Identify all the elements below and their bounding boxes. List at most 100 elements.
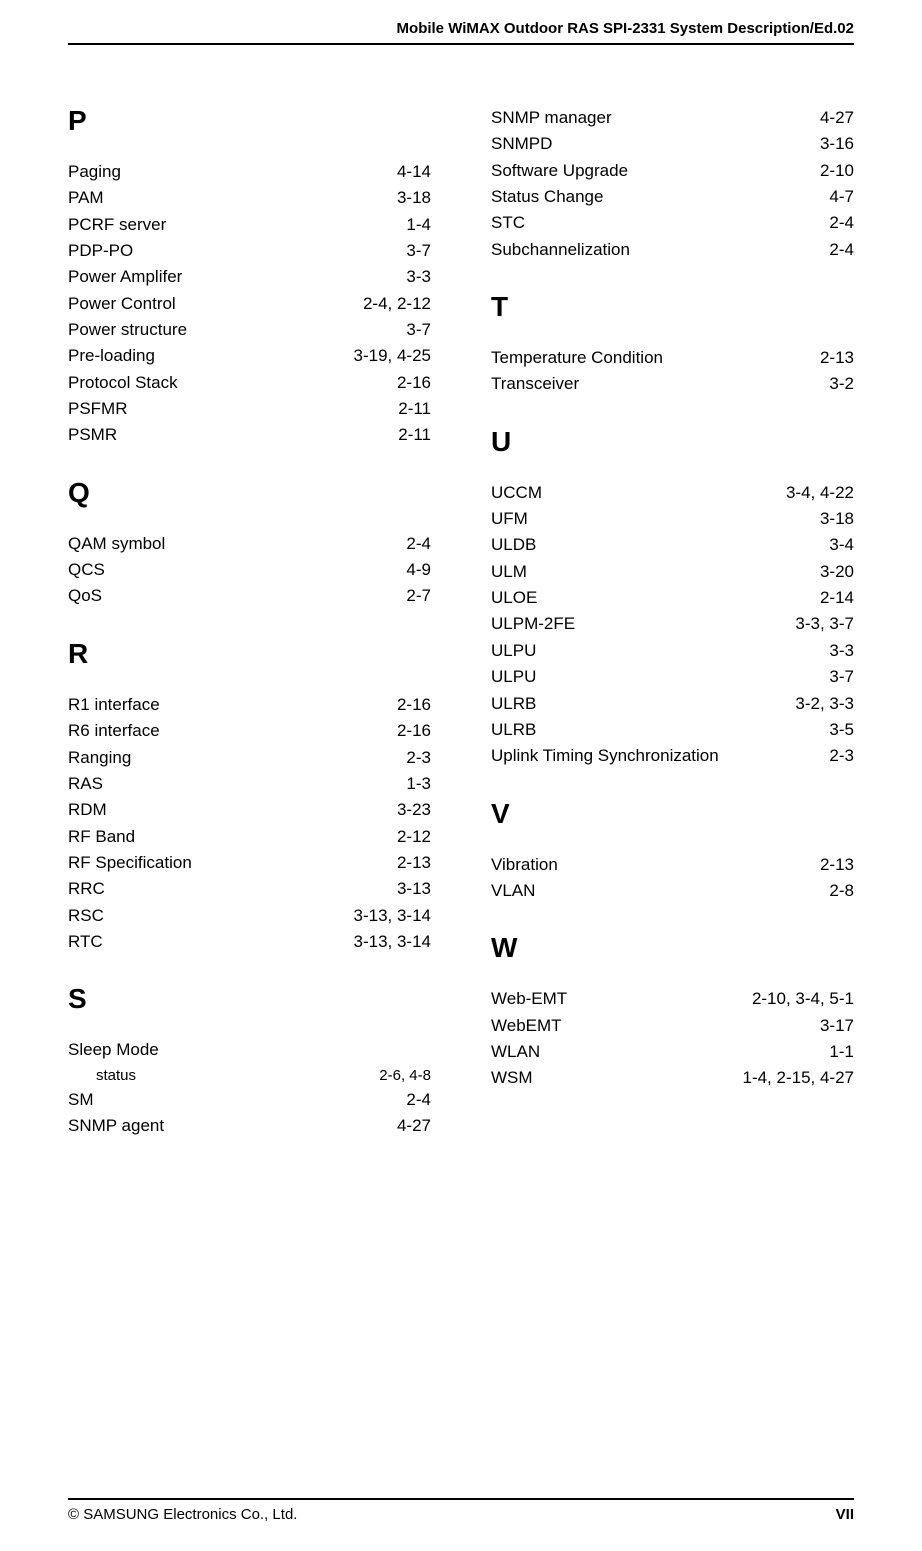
left-column: PPaging4-14PAM3-18PCRF server1-4PDP-PO3-… [68,105,431,1140]
index-page-ref: 3-20 [818,559,854,585]
index-term: Web-EMT [491,986,567,1012]
index-entry: Paging 4-14 [68,159,431,185]
index-page-ref: 1-4 [404,212,431,238]
index-page-ref: 2-13 [395,850,431,876]
index-term: Paging [68,159,121,185]
index-page-ref: 2-4 [404,1087,431,1113]
index-term: RSC [68,903,104,929]
index-entry: ULPU3-3 [491,638,854,664]
index-page-ref: 3-7 [827,664,854,690]
index-entry: Subchannelization 2-4 [491,237,854,263]
index-term: Transceiver [491,371,579,397]
index-term: UCCM [491,480,542,506]
index-page-ref: 2-4, 2-12 [361,291,431,317]
index-entry: Temperature Condition 2-13 [491,345,854,371]
index-page-ref: 2-4 [404,531,431,557]
index-entry: ULM 3-20 [491,559,854,585]
index-page-ref: 3-13 [395,876,431,902]
index-entry: Status Change4-7 [491,184,854,210]
index-term: PAM [68,185,104,211]
index-term: SM [68,1087,94,1113]
index-page-ref: 3-2 [827,371,854,397]
index-page-ref: 3-4, 4-22 [784,480,854,506]
page-header: Mobile WiMAX Outdoor RAS SPI-2331 System… [68,20,854,45]
index-entry: ULDB3-4 [491,532,854,558]
index-term: VLAN [491,878,535,904]
index-page-ref: 3-18 [395,185,431,211]
index-entry: UFM3-18 [491,506,854,532]
index-term: WebEMT [491,1013,562,1039]
index-entry: status2-6, 4-8 [68,1064,431,1087]
index-term: Software Upgrade [491,158,628,184]
index-page-ref: 3-2, 3-3 [793,691,854,717]
index-page-ref: 1-4, 2-15, 4-27 [740,1065,854,1091]
index-entry: Power Amplifer3-3 [68,264,431,290]
index-page-ref: 4-27 [395,1113,431,1139]
index-page-ref: 3-13, 3-14 [352,903,432,929]
index-entry: Power Control 2-4, 2-12 [68,291,431,317]
index-entry: Vibration2-13 [491,852,854,878]
index-entry: SNMP manager 4-27 [491,105,854,131]
index-page-ref: 3-4 [827,532,854,558]
index-page-ref: 4-27 [818,105,854,131]
index-entry: SM 2-4 [68,1087,431,1113]
index-page-ref: 2-10 [818,158,854,184]
index-term: Subchannelization [491,237,630,263]
index-term: PSMR [68,422,117,448]
index-term: SNMP manager [491,105,612,131]
index-entry: Software Upgrade 2-10 [491,158,854,184]
index-page-ref: 4-14 [395,159,431,185]
index-letter: V [491,798,854,830]
index-term: ULM [491,559,527,585]
index-page-ref: 3-3, 3-7 [793,611,854,637]
index-page-ref: 1-3 [404,771,431,797]
index-term: Uplink Timing Synchronization [491,743,719,769]
index-term: PSFMR [68,396,128,422]
index-letter: T [491,291,854,323]
index-page-ref: 2-3 [827,743,854,769]
index-term: Protocol Stack [68,370,178,396]
index-term: ULRB [491,691,536,717]
index-term: Pre-loading [68,343,155,369]
index-page-ref: 2-8 [827,878,854,904]
index-page-ref: 2-16 [395,692,431,718]
index-entry: R1 interface 2-16 [68,692,431,718]
index-term: RTC [68,929,103,955]
page-number: VII [836,1506,854,1523]
index-page-ref: 4-9 [404,557,431,583]
index-page-ref: 2-6, 4-8 [377,1064,431,1087]
index-entry: RRC3-13 [68,876,431,902]
index-page-ref: 2-4 [827,210,854,236]
index-entry: VLAN 2-8 [491,878,854,904]
index-letter: S [68,983,431,1015]
index-page-ref: 2-11 [396,396,431,422]
index-term: Power Amplifer [68,264,182,290]
index-term: WSM [491,1065,533,1091]
index-entry: SNMP agent4-27 [68,1113,431,1139]
index-entry: PSMR2-11 [68,422,431,448]
index-page-ref: 2-16 [395,718,431,744]
index-entry: RDM3-23 [68,797,431,823]
index-page-ref: 2-12 [395,824,431,850]
index-page-ref: 2-4 [827,237,854,263]
index-entry: QCS4-9 [68,557,431,583]
index-entry: WebEMT 3-17 [491,1013,854,1039]
index-term: ULRB [491,717,536,743]
index-term: Status Change [491,184,603,210]
index-page-ref: 3-17 [818,1013,854,1039]
index-term: RF Band [68,824,135,850]
index-entry: WLAN1-1 [491,1039,854,1065]
index-entry: Uplink Timing Synchronization 2-3 [491,743,854,769]
index-term: QAM symbol [68,531,165,557]
index-letter: R [68,638,431,670]
index-content: PPaging4-14PAM3-18PCRF server1-4PDP-PO3-… [68,105,854,1140]
index-term: Power Control [68,291,176,317]
index-term: ULPU [491,664,536,690]
index-term: SNMPD [491,131,552,157]
copyright-text: © SAMSUNG Electronics Co., Ltd. [68,1506,297,1523]
index-page-ref: 2-14 [818,585,854,611]
index-term: R1 interface [68,692,160,718]
index-page-ref: 2-13 [818,345,854,371]
index-term: RDM [68,797,107,823]
index-term: Temperature Condition [491,345,663,371]
